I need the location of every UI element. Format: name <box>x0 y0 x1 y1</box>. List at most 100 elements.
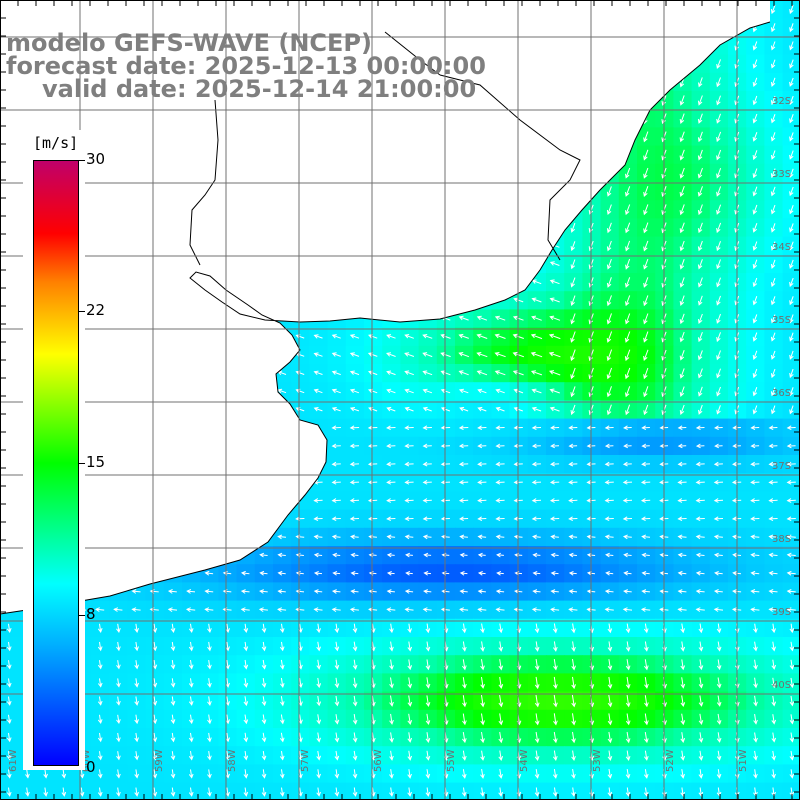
wind-arrow <box>750 443 760 449</box>
wind-arrow <box>625 222 631 234</box>
wind-arrow <box>331 589 341 594</box>
wind-arrow <box>770 204 776 215</box>
wind-arrow <box>750 516 760 522</box>
wind-arrow <box>94 607 105 612</box>
wind-arrow <box>386 589 395 594</box>
wind-arrow <box>277 534 287 540</box>
wind-arrow <box>679 131 685 143</box>
wind-arrow <box>97 660 103 670</box>
wind-arrow <box>243 714 249 725</box>
wind-arrow <box>697 259 703 270</box>
wind-arrow <box>679 295 685 306</box>
colorbar-tick-label: 15 <box>86 453 106 471</box>
wind-arrow <box>604 479 614 485</box>
wind-arrow <box>643 222 649 234</box>
wind-arrow <box>331 425 341 431</box>
wind-arrow <box>606 204 612 215</box>
wind-arrow <box>789 350 794 360</box>
wind-arrow <box>716 350 721 361</box>
wind-arrow <box>188 641 194 652</box>
wind-arrow <box>716 677 722 689</box>
wind-arrow <box>352 695 358 707</box>
wind-arrow <box>313 370 323 376</box>
wind-arrow <box>386 534 396 540</box>
wind-arrow <box>422 607 432 613</box>
wind-arrow <box>386 607 396 613</box>
wind-arrow <box>116 696 121 706</box>
wind-arrow <box>61 787 67 797</box>
wind-arrow <box>548 333 561 340</box>
latitude-label: 35S <box>772 315 791 326</box>
colorbar-tick-label: 0 <box>86 758 96 776</box>
wind-arrow <box>752 296 758 306</box>
wind-arrow <box>644 713 649 726</box>
wind-arrow <box>462 695 467 708</box>
wind-arrow <box>334 659 340 670</box>
wind-arrow <box>97 696 103 706</box>
wind-arrow <box>334 641 340 652</box>
wind-arrow <box>789 623 795 634</box>
wind-arrow <box>752 332 758 342</box>
wind-arrow <box>607 694 613 708</box>
wind-arrow <box>750 552 760 558</box>
wind-arrow <box>422 461 432 467</box>
wind-arrow <box>697 240 703 252</box>
wind-arrow <box>530 351 543 358</box>
wind-arrow <box>513 607 523 613</box>
wind-arrow <box>425 713 431 726</box>
wind-arrow <box>313 498 323 503</box>
wind-arrow <box>316 787 321 797</box>
wind-arrow <box>277 552 286 558</box>
wind-arrow <box>131 589 141 594</box>
wind-arrow <box>643 349 649 361</box>
wind-arrow <box>697 113 703 124</box>
wind-arrow <box>480 787 485 797</box>
wind-arrow <box>697 167 703 179</box>
wind-arrow <box>531 607 541 613</box>
wind-arrow <box>786 516 796 522</box>
wind-arrow <box>349 425 360 431</box>
wind-arrow <box>512 315 524 321</box>
wind-arrow <box>752 405 758 415</box>
wind-arrow <box>440 388 451 394</box>
wind-arrow <box>679 95 685 106</box>
wind-arrow <box>716 277 721 288</box>
wind-arrow <box>698 659 704 671</box>
wind-arrow <box>604 516 614 522</box>
wind-arrow <box>770 387 776 397</box>
wind-arrow <box>404 516 414 522</box>
wind-arrow <box>643 404 649 416</box>
wind-arrow <box>134 623 139 634</box>
wind-arrow <box>716 295 721 306</box>
wind-arrow <box>389 659 394 671</box>
colorbar-tick-mark <box>79 615 85 616</box>
wind-arrow <box>625 295 631 307</box>
wind-arrow <box>770 350 776 360</box>
wind-arrow <box>625 641 631 652</box>
wind-arrow <box>61 769 67 779</box>
wind-arrow <box>279 623 285 634</box>
wind-arrow <box>458 425 469 431</box>
wind-arrow <box>786 589 796 594</box>
wind-arrow <box>752 350 758 360</box>
wind-arrow <box>404 443 414 449</box>
wind-arrow <box>695 589 705 594</box>
wind-arrow <box>352 769 358 779</box>
wind-arrow <box>498 787 503 797</box>
wind-arrow <box>716 368 721 379</box>
wind-arrow <box>679 277 685 288</box>
wind-arrow <box>477 534 487 540</box>
wind-arrow <box>313 388 323 394</box>
wind-arrow <box>789 277 794 288</box>
wind-arrow <box>680 750 686 761</box>
wind-arrow <box>425 677 431 689</box>
wind-arrow <box>243 641 249 652</box>
wind-arrow <box>553 659 558 671</box>
wind-arrow <box>698 750 704 761</box>
wind-arrow <box>440 607 450 613</box>
wind-arrow <box>494 333 506 339</box>
wind-arrow <box>316 732 321 743</box>
wind-arrow <box>550 425 560 431</box>
wind-arrow <box>207 678 212 688</box>
wind-arrow <box>477 589 486 594</box>
